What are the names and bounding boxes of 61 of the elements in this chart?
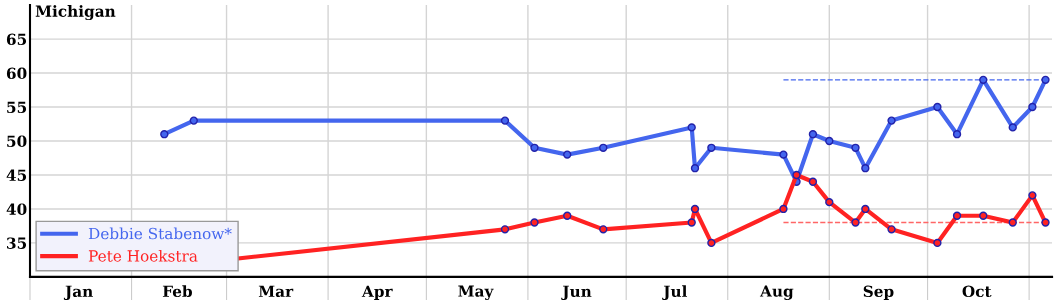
point [189, 116, 198, 125]
point [933, 238, 942, 248]
x-tick-label: Mar [258, 285, 294, 298]
y-tick-label: 35 [7, 237, 27, 249]
point [887, 225, 896, 234]
point [563, 211, 572, 220]
x-tick-label: Oct [962, 285, 992, 298]
y-tick-label: 45 [6, 169, 27, 181]
point [979, 75, 988, 85]
point [530, 218, 539, 227]
point [687, 218, 696, 227]
x-tick-label: May [458, 285, 494, 300]
point [1041, 75, 1050, 85]
point [952, 211, 962, 220]
point [1008, 123, 1017, 132]
x-tick-label: Sep [863, 285, 894, 300]
point [851, 143, 860, 152]
point [979, 211, 988, 220]
point [779, 204, 788, 214]
point [690, 164, 700, 173]
point [792, 170, 801, 180]
point [707, 143, 716, 152]
point [687, 123, 696, 132]
y-tick-label: 60 [6, 67, 27, 80]
point [851, 218, 860, 227]
point [1028, 191, 1037, 200]
y-tick-label: 65 [6, 33, 27, 46]
point [160, 130, 169, 139]
y-tick-label: 50 [7, 135, 27, 148]
point [861, 164, 870, 173]
point [530, 143, 539, 152]
point [500, 116, 510, 125]
point [690, 204, 700, 214]
x-tick-label: Feb [162, 285, 192, 298]
point [707, 238, 716, 248]
point [861, 204, 870, 214]
point [1041, 218, 1050, 227]
point [599, 143, 608, 152]
x-tick-label: Jan [63, 285, 93, 300]
point [599, 225, 608, 234]
point [825, 136, 834, 146]
chart-title: Michigan [35, 5, 116, 21]
x-tick-label: Jul [662, 285, 688, 300]
point [933, 102, 942, 112]
point [779, 150, 788, 159]
legend-label: Pete Hoekstra [88, 249, 198, 262]
y-tick-label: 40 [6, 203, 27, 215]
x-tick-label: Jun [561, 285, 592, 300]
point [952, 130, 962, 139]
point [563, 150, 572, 159]
point [1008, 218, 1017, 227]
point [887, 116, 896, 125]
point [808, 177, 818, 186]
point [808, 130, 818, 139]
point [825, 197, 834, 207]
point [1028, 102, 1037, 112]
y-tick-label: 55 [7, 101, 27, 114]
point [500, 225, 510, 234]
x-tick-label: Aug [759, 285, 794, 300]
legend-label: Debbie Stabenow* [88, 227, 232, 240]
x-tick-label: Apr [361, 285, 393, 300]
